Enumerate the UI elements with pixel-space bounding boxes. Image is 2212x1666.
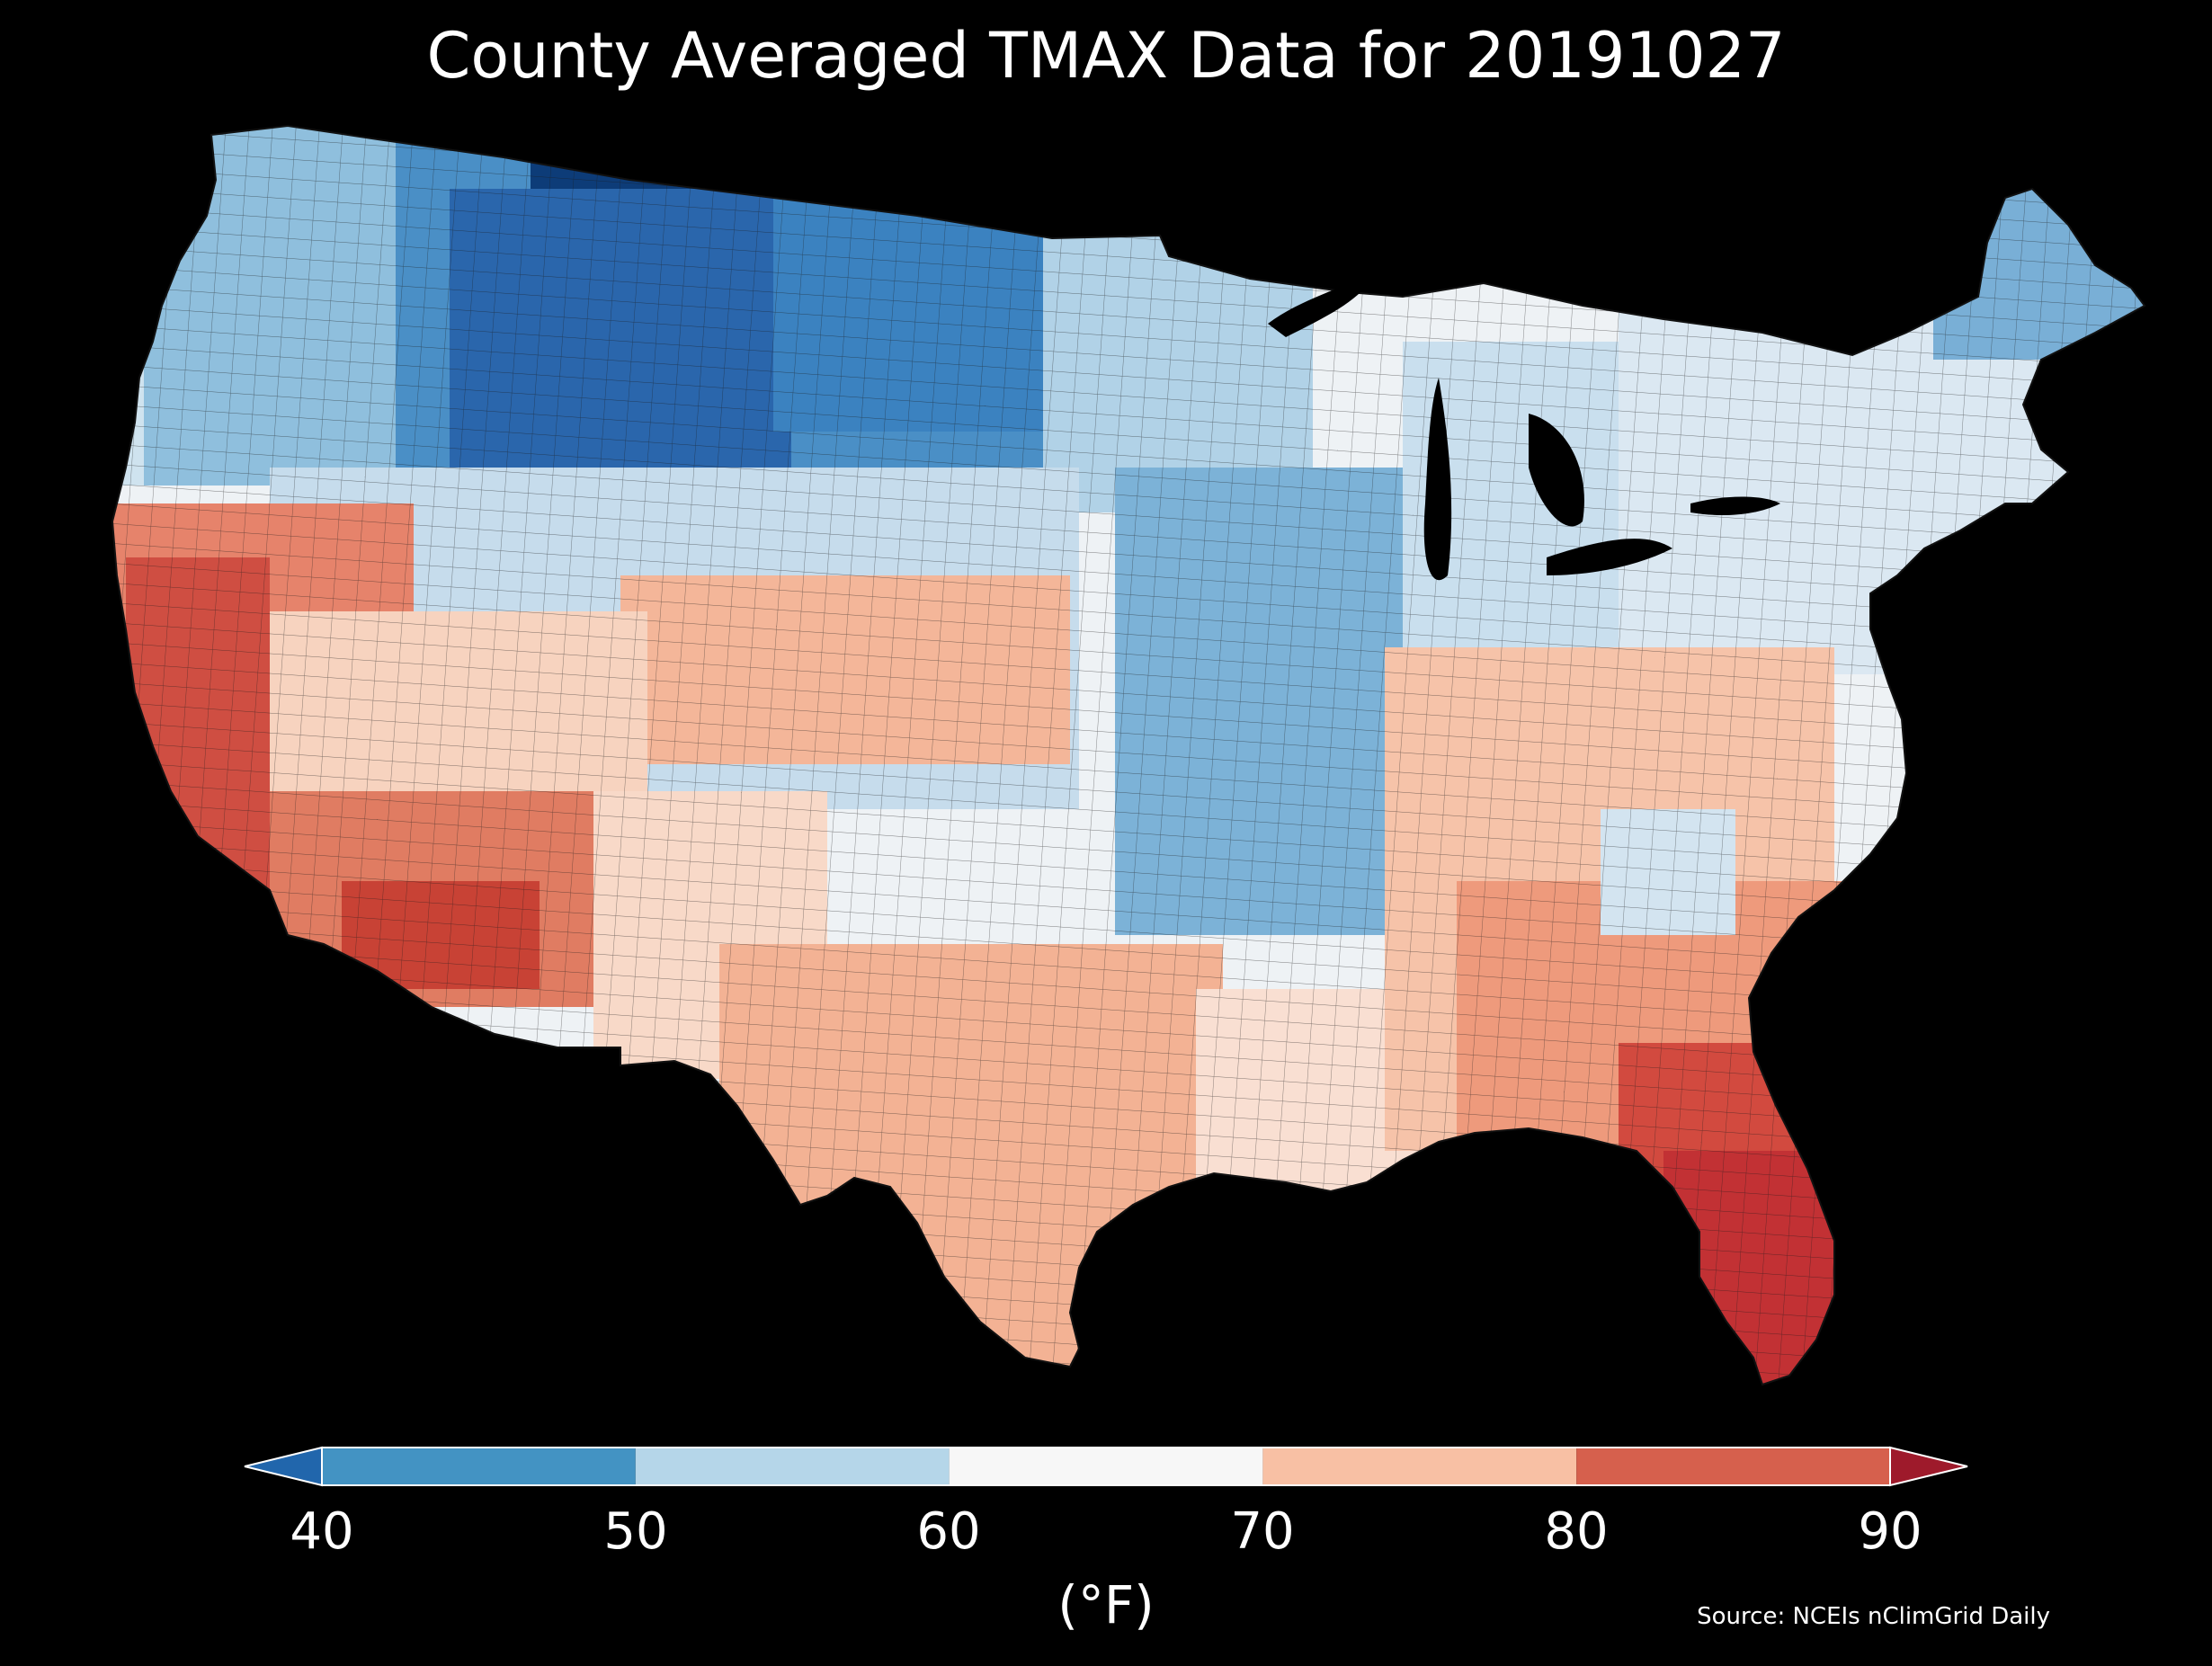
colorbar-tick-label: 90 [1858, 1502, 1922, 1561]
colorbar-bin [1576, 1448, 1890, 1485]
colorbar-tick-label: 40 [290, 1502, 354, 1561]
colorbar-extend-high [1889, 1446, 1968, 1487]
map-title: County Averaged TMAX Data for 20191027 [426, 19, 1786, 93]
colorbar-extend-low [244, 1446, 323, 1487]
us-outline [111, 124, 2146, 1386]
colorbar-tick-label: 70 [1230, 1502, 1295, 1561]
colorbar-bin [949, 1448, 1263, 1485]
colorbar-unit-label: (°F) [1057, 1574, 1155, 1635]
great-lakes [1268, 270, 1780, 581]
colorbar-bin [635, 1448, 950, 1485]
colorbar-tick-label: 60 [916, 1502, 981, 1561]
colorbar-tick-label: 50 [603, 1502, 668, 1561]
colorbar-bin [322, 1448, 636, 1485]
source-credit: Source: NCEIs nClimGrid Daily [1697, 1603, 2050, 1630]
colorbar-bin [1262, 1448, 1577, 1485]
colorbar-tick-label: 80 [1544, 1502, 1609, 1561]
